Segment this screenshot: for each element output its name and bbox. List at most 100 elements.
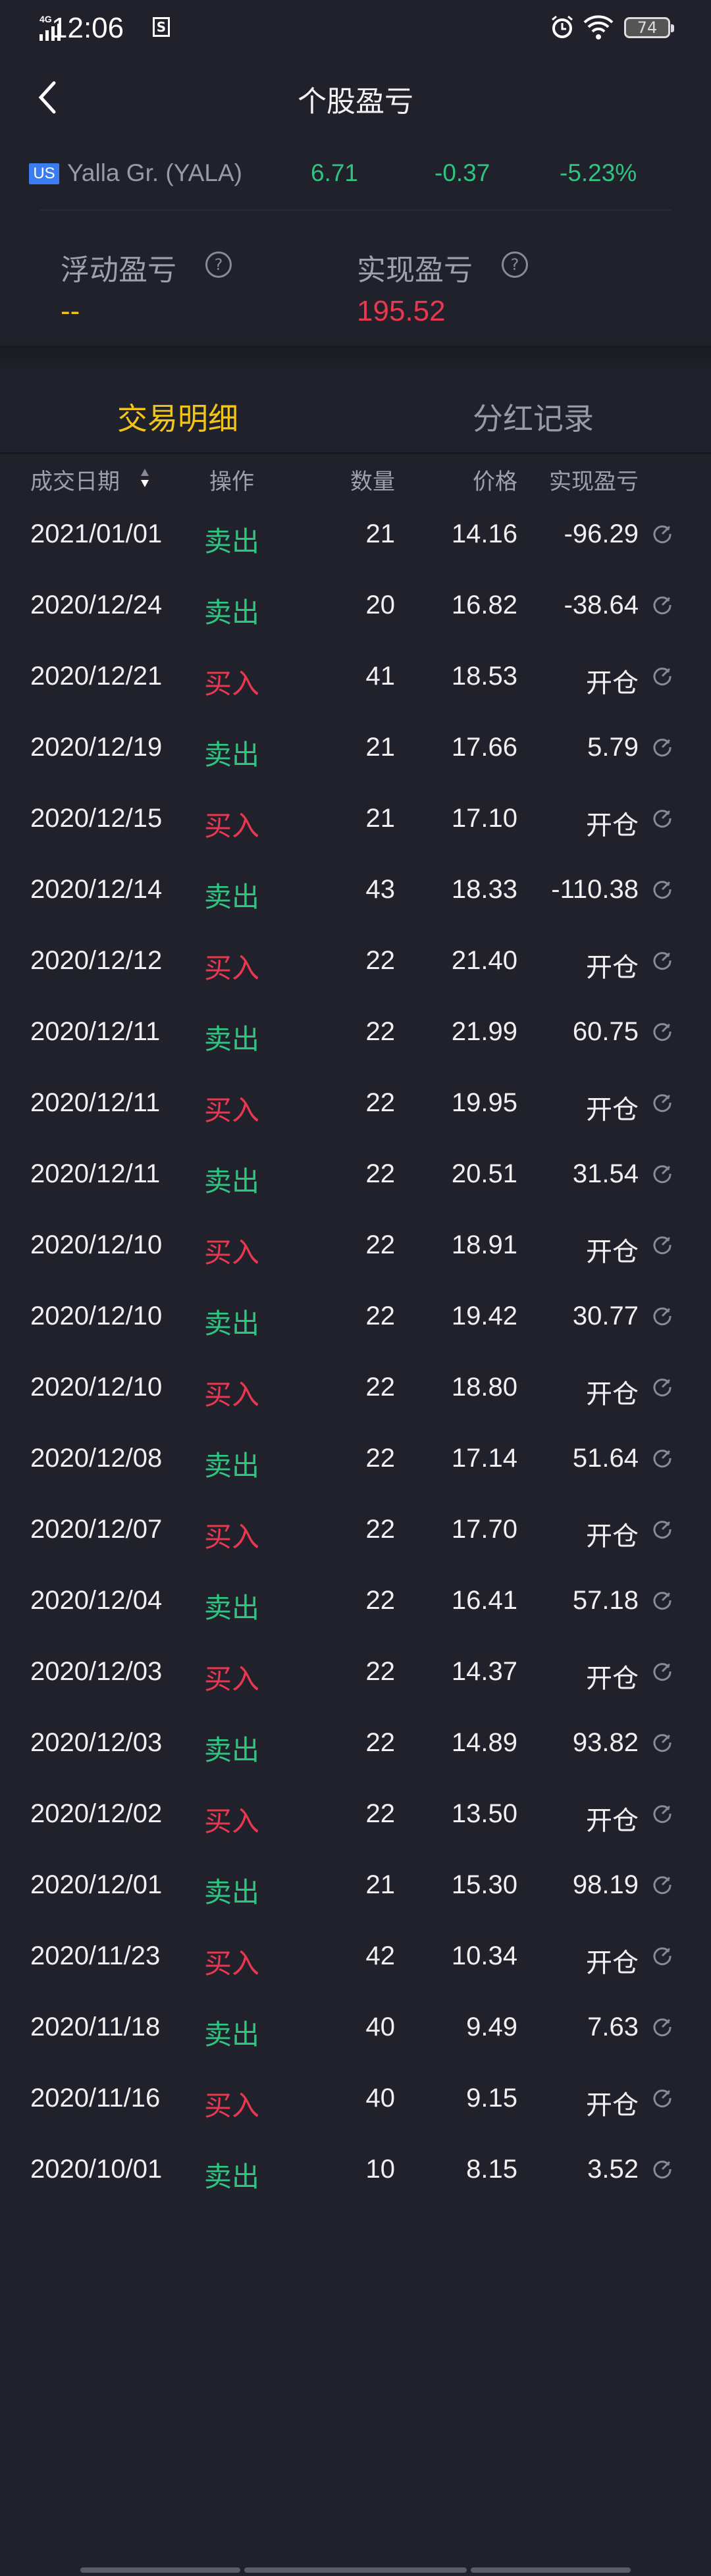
detail-arrow-icon[interactable] xyxy=(652,1448,673,1469)
trade-quantity: 22 xyxy=(365,1444,396,1473)
trade-date: 2020/12/11 xyxy=(30,1088,161,1117)
tab-dividend-records[interactable]: 分红记录 xyxy=(473,401,594,436)
table-row[interactable]: 2020/12/10 买入 22 18.91 开仓 xyxy=(0,1211,711,1282)
detail-arrow-icon[interactable] xyxy=(652,1874,673,1895)
table-row[interactable]: 2021/01/01 卖出 21 14.16 -96.29 xyxy=(0,500,711,571)
table-row[interactable]: 2020/12/24 卖出 20 16.82 -38.64 xyxy=(0,571,711,642)
table-row[interactable]: 2020/12/03 卖出 22 14.89 93.82 xyxy=(0,1708,711,1779)
trade-date: 2020/11/18 xyxy=(30,2012,161,2041)
trade-quantity: 22 xyxy=(365,1515,396,1544)
table-row[interactable]: 2020/12/21 买入 41 18.53 开仓 xyxy=(0,642,711,713)
table-row[interactable]: 2020/12/14 卖出 43 18.33 -110.38 xyxy=(0,855,711,926)
table-row[interactable]: 2020/12/07 买入 22 17.70 开仓 xyxy=(0,1495,711,1566)
table-row[interactable]: 2020/12/12 买入 22 21.40 开仓 xyxy=(0,926,711,997)
detail-arrow-icon[interactable] xyxy=(652,2159,673,2180)
detail-arrow-icon[interactable] xyxy=(652,523,673,544)
header-realized-pnl: 实现盈亏 xyxy=(549,469,639,495)
trade-operation: 卖出 xyxy=(204,1450,260,1482)
detail-arrow-icon[interactable] xyxy=(652,1021,673,1042)
stock-info[interactable]: US Yalla Gr. (YALA) 6.71 -0.37 -5.23% xyxy=(0,155,711,192)
trade-date: 2020/12/24 xyxy=(30,591,163,619)
table-row[interactable]: 2020/12/04 卖出 22 16.41 57.18 xyxy=(0,1566,711,1637)
table-row[interactable]: 2020/11/18 卖出 40 9.49 7.63 xyxy=(0,1993,711,2064)
trade-realized-pnl: 30.77 xyxy=(572,1301,639,1330)
trade-operation: 卖出 xyxy=(204,2018,260,2051)
detail-arrow-icon[interactable] xyxy=(652,1803,673,1824)
detail-arrow-icon[interactable] xyxy=(652,1377,673,1398)
trade-date: 2020/12/11 xyxy=(30,1017,161,1046)
table-row[interactable]: 2020/12/19 卖出 21 17.66 5.79 xyxy=(0,713,711,784)
table-row[interactable]: 2020/12/10 卖出 22 19.42 30.77 xyxy=(0,1282,711,1353)
trade-quantity: 40 xyxy=(365,2084,396,2113)
detail-arrow-icon[interactable] xyxy=(652,2016,673,2037)
sort-icon[interactable] xyxy=(140,467,150,488)
tab-trade-details[interactable]: 交易明细 xyxy=(117,401,238,436)
trade-price: 18.53 xyxy=(451,662,517,691)
table-row[interactable]: 2020/12/11 卖出 22 21.99 60.75 xyxy=(0,997,711,1068)
detail-arrow-icon[interactable] xyxy=(652,1305,673,1327)
trade-date: 2020/12/21 xyxy=(30,662,163,691)
trade-operation: 卖出 xyxy=(204,1876,260,1908)
table-row[interactable]: 2020/12/11 买入 22 19.95 开仓 xyxy=(0,1068,711,1140)
table-row[interactable]: 2020/12/15 买入 21 17.10 开仓 xyxy=(0,784,711,855)
trade-quantity: 22 xyxy=(365,1799,396,1828)
trade-realized-pnl: 开仓 xyxy=(586,1095,639,1124)
detail-arrow-icon[interactable] xyxy=(652,1234,673,1255)
clock: 12:06 xyxy=(51,12,124,44)
header-date[interactable]: 成交日期 xyxy=(30,469,120,495)
trade-operation: 买入 xyxy=(204,668,260,700)
trade-date: 2020/12/01 xyxy=(30,1870,163,1899)
floating-pnl-help-icon[interactable]: ? xyxy=(205,251,232,278)
trade-quantity: 22 xyxy=(365,1728,396,1757)
trade-operation: 买入 xyxy=(204,810,260,842)
trade-operation: 买入 xyxy=(204,1236,260,1269)
detail-arrow-icon[interactable] xyxy=(652,737,673,758)
detail-arrow-icon[interactable] xyxy=(652,1092,673,1113)
trade-date: 2020/12/14 xyxy=(30,875,163,904)
detail-arrow-icon[interactable] xyxy=(652,2088,673,2109)
trade-quantity: 22 xyxy=(365,1373,396,1402)
trade-quantity: 22 xyxy=(365,1657,396,1686)
trade-operation: 卖出 xyxy=(204,525,260,558)
trade-operation: 买入 xyxy=(204,1521,260,1553)
detail-arrow-icon[interactable] xyxy=(652,879,673,900)
trade-quantity: 42 xyxy=(365,1941,396,1970)
table-row[interactable]: 2020/11/16 买入 40 9.15 开仓 xyxy=(0,2064,711,2135)
trade-quantity: 21 xyxy=(365,804,396,833)
detail-arrow-icon[interactable] xyxy=(652,1519,673,1540)
notification-icon: S xyxy=(153,17,170,37)
trade-price: 17.14 xyxy=(451,1444,517,1473)
detail-arrow-icon[interactable] xyxy=(652,594,673,616)
table-row[interactable]: 2020/12/11 卖出 22 20.51 31.54 xyxy=(0,1140,711,1211)
detail-arrow-icon[interactable] xyxy=(652,1945,673,1966)
detail-arrow-icon[interactable] xyxy=(652,808,673,829)
back-button[interactable] xyxy=(34,79,61,116)
table-row[interactable]: 2020/10/01 卖出 10 8.15 3.52 xyxy=(0,2135,711,2206)
signal-icon: 4G xyxy=(40,14,61,41)
detail-arrow-icon[interactable] xyxy=(652,1661,673,1682)
section-divider xyxy=(0,346,711,372)
trade-realized-pnl: 开仓 xyxy=(586,1522,639,1551)
table-row[interactable]: 2020/12/08 卖出 22 17.14 51.64 xyxy=(0,1424,711,1495)
trade-price: 14.37 xyxy=(451,1657,517,1686)
trade-date: 2020/12/04 xyxy=(30,1586,163,1615)
market-badge: US xyxy=(29,163,59,184)
table-row[interactable]: 2020/12/01 卖出 21 15.30 98.19 xyxy=(0,1851,711,1922)
detail-arrow-icon[interactable] xyxy=(652,1732,673,1753)
header-quantity: 数量 xyxy=(350,469,395,495)
detail-arrow-icon[interactable] xyxy=(652,1163,673,1184)
trade-realized-pnl: 开仓 xyxy=(586,1949,639,1978)
table-row[interactable]: 2020/12/02 买入 22 13.50 开仓 xyxy=(0,1779,711,1851)
realized-pnl-help-icon[interactable]: ? xyxy=(502,251,528,278)
divider xyxy=(40,209,672,211)
detail-arrow-icon[interactable] xyxy=(652,1590,673,1611)
trade-operation: 卖出 xyxy=(204,739,260,771)
detail-arrow-icon[interactable] xyxy=(652,950,673,971)
table-row[interactable]: 2020/11/23 买入 42 10.34 开仓 xyxy=(0,1922,711,1993)
detail-arrow-icon[interactable] xyxy=(652,666,673,687)
table-row[interactable]: 2020/12/10 买入 22 18.80 开仓 xyxy=(0,1353,711,1424)
trade-quantity: 22 xyxy=(365,1230,396,1259)
trade-date: 2020/10/01 xyxy=(30,2155,163,2184)
table-row[interactable]: 2020/12/03 买入 22 14.37 开仓 xyxy=(0,1637,711,1708)
trade-date: 2020/12/11 xyxy=(30,1159,161,1188)
